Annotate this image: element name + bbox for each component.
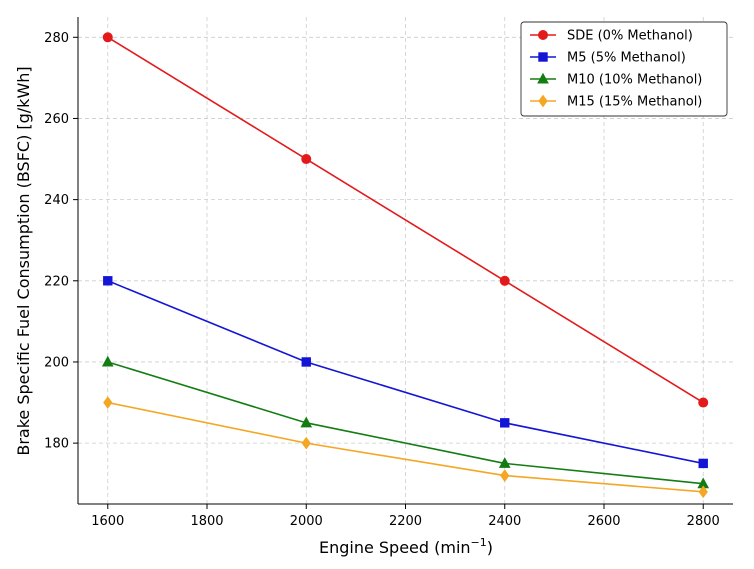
- y-tick-label: 280: [44, 31, 69, 46]
- x-tick-label: 1800: [190, 514, 223, 529]
- series-line: [107, 36, 704, 404]
- data-point: [698, 485, 708, 499]
- y-tick-label: 240: [44, 193, 69, 208]
- legend-label: M10 (10% Methanol): [567, 73, 702, 88]
- series-2: [101, 355, 710, 489]
- legend-marker: [538, 52, 548, 62]
- data-point: [499, 275, 510, 286]
- legend-marker: [538, 94, 548, 108]
- data-point: [301, 357, 311, 367]
- data-point: [500, 418, 510, 428]
- data-point: [103, 276, 113, 286]
- data-point: [101, 355, 114, 367]
- legend-marker: [538, 30, 548, 40]
- legend-label: SDE (0% Methanol): [567, 29, 693, 44]
- x-axis-title-main: Engine Speed (min: [319, 538, 471, 557]
- data-point: [698, 458, 708, 469]
- x-tick-label: 2000: [290, 514, 323, 529]
- legend-marker: [537, 72, 549, 84]
- legend-item: M5 (5% Methanol): [530, 51, 686, 66]
- x-tick-label: 1600: [91, 514, 124, 529]
- y-axis-title: Brake Specific Fuel Consumption (BSFC) […: [14, 66, 33, 455]
- legend: SDE (0% Methanol) M5 (5% Methanol) M10 (10…: [520, 21, 728, 117]
- data-point: [698, 397, 709, 408]
- data-point: [301, 154, 312, 165]
- data-point: [300, 416, 313, 428]
- x-tick-label: 2600: [587, 514, 620, 529]
- legend-item: M10 (10% Methanol): [530, 73, 702, 88]
- y-tick-label: 220: [44, 274, 69, 289]
- series-3: [103, 396, 708, 499]
- legend-label: M15 (15% Methanol): [567, 95, 702, 110]
- x-axis-title-superscript: −1: [471, 536, 487, 549]
- data-point: [103, 396, 113, 409]
- data-point: [498, 457, 511, 468]
- y-axis-ticks: 180 200 220 240 260 280: [44, 31, 78, 452]
- data-point: [500, 469, 510, 482]
- series-layer: [101, 32, 710, 499]
- legend-item: SDE (0% Methanol): [530, 29, 693, 44]
- y-tick-label: 200: [44, 355, 69, 370]
- y-tick-label: 180: [44, 437, 69, 452]
- legend-label: M5 (5% Methanol): [567, 51, 686, 66]
- data-point: [102, 32, 113, 43]
- series-line: [107, 401, 704, 493]
- legend-frame: [520, 21, 728, 117]
- data-point: [301, 436, 311, 450]
- x-axis-title: Engine Speed (min−1): [319, 536, 493, 557]
- x-axis-ticks: 1600 1800 2000 2200 2400 2600 2800: [91, 504, 720, 529]
- series-line: [107, 361, 704, 485]
- y-tick-label: 260: [44, 112, 69, 127]
- x-axis-title-close: ): [487, 538, 493, 557]
- legend-item: M15 (15% Methanol): [530, 95, 702, 110]
- x-tick-label: 2200: [389, 514, 422, 529]
- series-1: [103, 276, 708, 469]
- x-tick-label: 2400: [488, 514, 521, 529]
- series-line: [107, 280, 704, 465]
- series-0: [102, 32, 709, 408]
- x-tick-label: 2800: [687, 514, 720, 529]
